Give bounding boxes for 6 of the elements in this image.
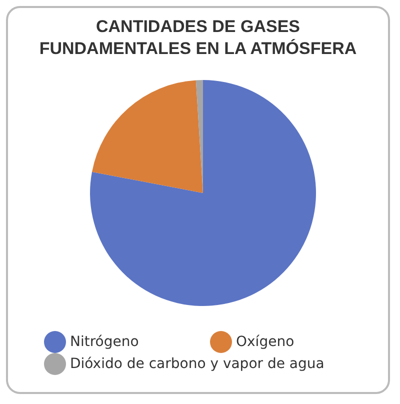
legend-label: Nitrógeno	[70, 334, 140, 350]
legend-label: Dióxido de carbono y vapor de agua	[70, 356, 324, 372]
pie-slice	[90, 80, 316, 306]
legend-label: Oxígeno	[236, 334, 294, 350]
pie-slice	[92, 80, 203, 193]
chart-title: CANTIDADES DE GASES FUNDAMENTALES EN LA ATMÓSFERA	[38, 16, 358, 60]
